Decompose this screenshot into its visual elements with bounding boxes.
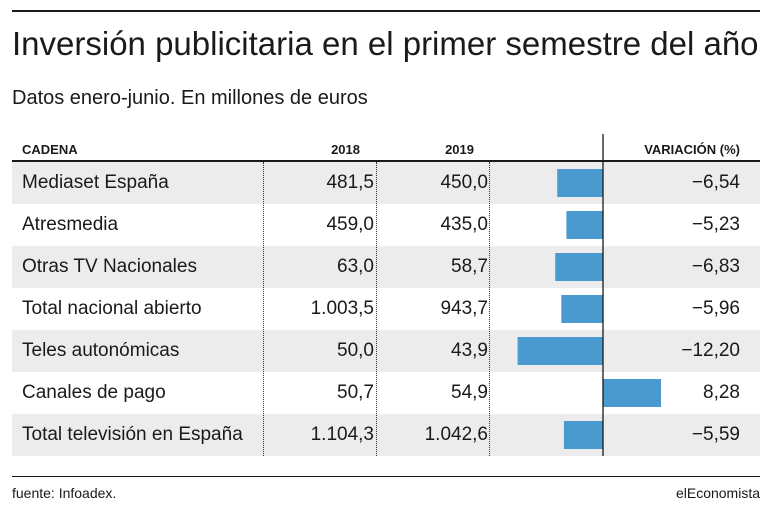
table-row: Otras TV Nacionales 63,0 58,7 −6,83	[12, 246, 760, 288]
row-name: Total nacional abierto	[22, 298, 202, 319]
value-2019: 435,0	[440, 214, 488, 235]
table-row: Total nacional abierto 1.003,5 943,7 −5,96	[12, 288, 760, 330]
table-row: Canales de pago 50,7 54,9 8,28	[12, 372, 760, 414]
column-header-2018: 2018	[331, 142, 360, 157]
chart-title: Inversión publicitaria en el primer seme…	[12, 25, 759, 62]
brand-logo-text: elEconomista	[675, 485, 760, 501]
row-name: Canales de pago	[22, 382, 166, 403]
value-2019: 450,0	[440, 172, 488, 193]
variation-bar	[555, 253, 603, 281]
value-2019: 1.042,6	[424, 424, 488, 445]
value-2018: 50,0	[337, 340, 374, 361]
column-divider-1	[263, 162, 264, 456]
variation-label: −5,59	[691, 424, 740, 445]
variation-bar	[563, 421, 603, 449]
column-divider-2	[376, 162, 377, 456]
row-name: Teles autonómicas	[22, 340, 180, 361]
column-header-2019: 2019	[445, 142, 474, 157]
value-2019: 58,7	[451, 256, 488, 277]
column-divider-3	[489, 162, 490, 456]
variation-label: −12,20	[681, 340, 740, 361]
value-2019: 43,9	[451, 340, 488, 361]
value-2019: 943,7	[440, 298, 488, 319]
table-row: Total televisión en España 1.104,3 1.042,6…	[12, 414, 760, 456]
value-2018: 1.003,5	[310, 298, 374, 319]
variation-label: −5,23	[691, 214, 740, 235]
variation-label: −6,83	[691, 256, 740, 277]
variation-bar	[517, 337, 603, 365]
variation-bar	[566, 211, 603, 239]
variation-bar	[557, 169, 603, 197]
row-name: Otras TV Nacionales	[22, 256, 197, 277]
value-2018: 1.104,3	[310, 424, 374, 445]
bottom-rule	[12, 476, 760, 477]
row-name: Atresmedia	[22, 214, 119, 235]
table-row: Atresmedia 459,0 435,0 −5,23	[12, 204, 760, 246]
header-rule	[12, 160, 760, 162]
variation-label: −6,54	[691, 172, 740, 193]
source-note: fuente: Infoadex.	[12, 485, 117, 501]
value-2018: 63,0	[337, 256, 374, 277]
value-2018: 481,5	[326, 172, 374, 193]
chart-subtitle: Datos enero-junio. En millones de euros	[12, 87, 368, 109]
row-name: Total televisión en España	[22, 424, 243, 445]
column-header-variacion: VARIACIÓN (%)	[644, 142, 740, 157]
value-2019: 54,9	[451, 382, 488, 403]
variation-bar	[603, 379, 661, 407]
variation-bar	[561, 295, 603, 323]
value-2018: 459,0	[326, 214, 374, 235]
top-rule	[12, 10, 760, 12]
row-name: Mediaset España	[22, 172, 169, 193]
variation-label: −5,96	[691, 298, 740, 319]
column-header-cadena: CADENA	[22, 142, 78, 157]
variation-label: 8,28	[703, 382, 740, 403]
value-2018: 50,7	[337, 382, 374, 403]
table-row: Mediaset España 481,5 450,0 −6,54	[12, 162, 760, 204]
table-row: Teles autonómicas 50,0 43,9 −12,20	[12, 330, 760, 372]
